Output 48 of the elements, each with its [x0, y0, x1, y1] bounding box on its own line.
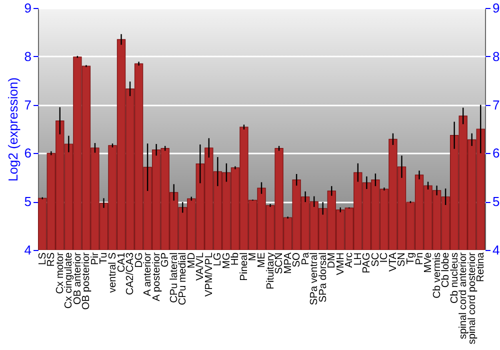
x-tick-label: VMH [335, 252, 346, 276]
y2-tick-label: 8 [492, 48, 500, 64]
x-tick-label: Arc [344, 252, 356, 268]
y-tick-label: 9 [24, 0, 32, 16]
x-tick-label: SPa dorsal [318, 252, 329, 302]
y-tick-label: 8 [24, 48, 32, 64]
x-tick-label: Cb lobe [440, 252, 452, 288]
x-tick-label: GP [160, 252, 172, 268]
x-tick-label: ventral S [108, 252, 118, 293]
x-tick-label: SC [370, 252, 382, 267]
x-tick-label: Pn [414, 252, 426, 265]
x-tick-label: CPu medial [178, 252, 189, 306]
x-tick-label: ME [256, 252, 268, 268]
y-tick-label: 7 [24, 97, 32, 112]
x-tick-label: Pineal [238, 252, 250, 281]
y-tick-label: 6 [24, 146, 32, 161]
x-tick-label: LS [37, 252, 48, 265]
x-tick-label: MVe [423, 252, 434, 273]
x-tick-label: SO [292, 252, 303, 268]
x-tick-label: Cx cingulate [64, 252, 75, 309]
x-tick-label: OB anterior [72, 252, 84, 305]
y2-tick-label: 7 [492, 97, 500, 112]
x-tick-label: DM [326, 252, 338, 268]
y2-tick-label: 4 [492, 242, 500, 258]
x-tick-label: A anterior [142, 252, 154, 296]
y2-tick-label: 5 [492, 194, 500, 210]
x-tick-label: Tg [406, 252, 416, 264]
y-tick-label: 5 [24, 194, 32, 210]
x-tick-label: spinal cord posterior [466, 252, 478, 344]
y-tick-label: 4 [24, 242, 32, 258]
x-tick-label: Pituitary [265, 252, 276, 290]
x-tick-label: IC [379, 252, 390, 263]
x-tick-label: Hb [230, 252, 242, 266]
x-tick-label: Pa [300, 252, 312, 265]
x-tick-label: OB posterior [81, 252, 92, 310]
x-tick-label: DG [134, 252, 145, 268]
y2-tick-label: 6 [492, 146, 500, 161]
x-tick-label: M [248, 252, 259, 261]
x-tick-label: Cb nucleus [449, 252, 460, 304]
y-axis-title: Log2 (expression) [5, 77, 20, 182]
x-tick-label: RS [46, 252, 58, 267]
x-tick-label: spinal cord anterior [458, 252, 470, 340]
y2-tick-label: 9 [492, 0, 500, 16]
x-tick-label: SCN [274, 252, 286, 274]
x-tick-label: Retina [476, 252, 487, 282]
x-tick-label: Pir [90, 252, 101, 265]
x-tick-label: SN [396, 252, 408, 267]
x-tick-label: A posterior [151, 252, 162, 302]
